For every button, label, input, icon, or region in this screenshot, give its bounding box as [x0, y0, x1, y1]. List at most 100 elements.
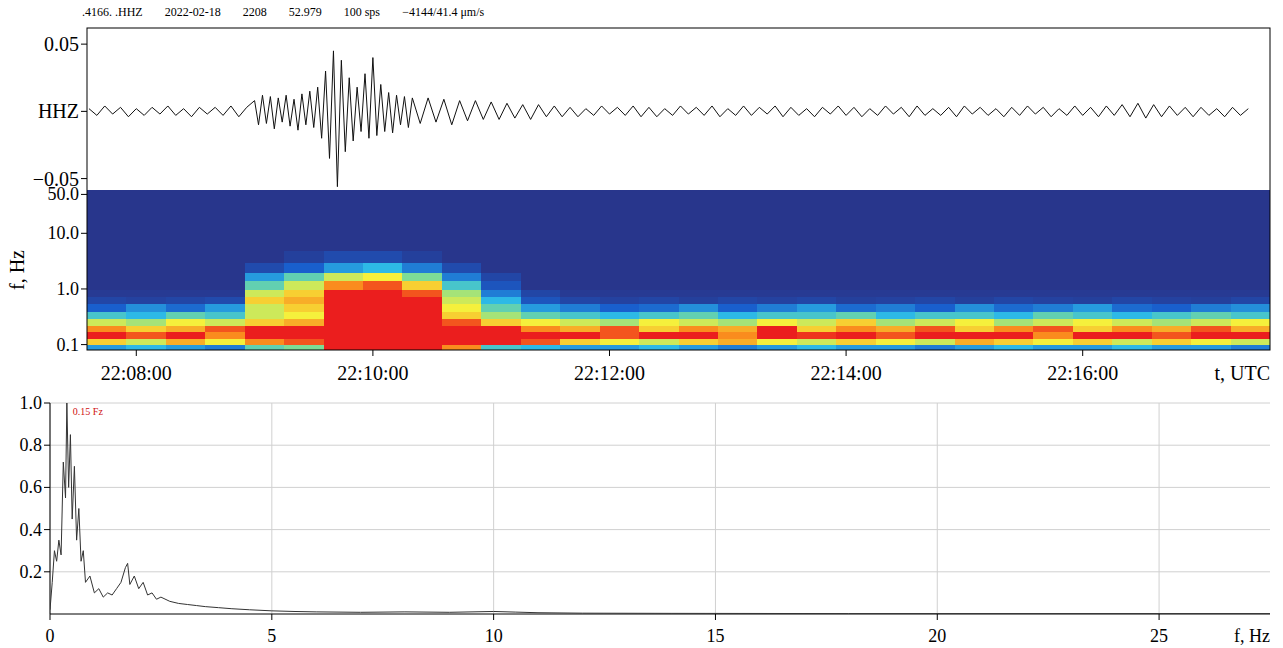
heat-cell [521, 338, 561, 345]
heat-cell [87, 190, 127, 251]
x-axis-title: t, UTC [1214, 362, 1270, 384]
heat-cell [442, 345, 482, 350]
heat-cell [679, 338, 719, 345]
heat-cell [1231, 338, 1270, 345]
grid-line [50, 529, 1270, 530]
heat-cell [1033, 303, 1073, 311]
grid-line [50, 571, 1270, 572]
heat-cell [402, 303, 442, 311]
heat-cell [481, 262, 521, 272]
x-tick-label: 5 [267, 626, 276, 646]
header-text: 52.979 [289, 5, 322, 19]
heat-cell [757, 262, 797, 272]
heat-cell [836, 345, 876, 350]
heat-cell [442, 281, 482, 290]
heat-cell [205, 281, 245, 290]
plot-area [87, 190, 1270, 350]
heat-cell [560, 190, 600, 251]
heat-cell [205, 332, 245, 339]
heat-cell [639, 262, 679, 272]
heat-cell [402, 281, 442, 290]
heat-cell [363, 303, 403, 311]
heat-cell [955, 272, 995, 281]
heat-cell [994, 250, 1034, 263]
heat-cell [1191, 272, 1231, 281]
heat-cell [205, 318, 245, 326]
heat-cell [402, 296, 442, 304]
heat-cell [245, 318, 285, 326]
heat-cell [521, 332, 561, 339]
heat-cell [126, 303, 166, 311]
heat-cell [560, 345, 600, 350]
heat-cell [1073, 296, 1113, 304]
heat-cell [284, 296, 324, 304]
heat-cell [442, 190, 482, 251]
heat-cell [915, 338, 955, 345]
heat-cell [284, 262, 324, 272]
heat-cell [205, 311, 245, 319]
heat-cell [639, 272, 679, 281]
heat-cell [1191, 250, 1231, 263]
heat-cell [87, 338, 127, 345]
heat-cell [205, 262, 245, 272]
heat-cell [1191, 190, 1231, 251]
grid-line [50, 403, 51, 614]
x-tick-label: 22:14:00 [811, 362, 882, 384]
heat-cell [442, 303, 482, 311]
heat-cell [363, 272, 403, 281]
heat-cell [600, 332, 640, 339]
heat-cell [363, 289, 403, 297]
heat-cell [442, 272, 482, 281]
heat-cell [402, 326, 442, 333]
heat-cell [836, 289, 876, 297]
heat-cell [1231, 289, 1270, 297]
heat-cell [1152, 332, 1192, 339]
heat-cell [442, 318, 482, 326]
heat-cell [994, 311, 1034, 319]
heat-cell [757, 281, 797, 290]
heat-cell [166, 250, 206, 263]
heat-cell [126, 296, 166, 304]
heat-cell [600, 281, 640, 290]
heat-cell [284, 326, 324, 333]
heat-cell [284, 289, 324, 297]
heat-cell [679, 332, 719, 339]
heat-cell [1033, 345, 1073, 350]
heat-cell [797, 272, 837, 281]
heat-cell [87, 272, 127, 281]
heat-cell [718, 303, 758, 311]
heat-cell [481, 311, 521, 319]
heat-cell [639, 338, 679, 345]
heat-cell [481, 326, 521, 333]
heat-cell [1152, 281, 1192, 290]
heat-cell [600, 289, 640, 297]
heat-cell [245, 272, 285, 281]
heat-cell [363, 190, 403, 251]
heat-cell [1231, 311, 1270, 319]
heat-cell [481, 281, 521, 290]
heat-cell [600, 272, 640, 281]
heat-cell [284, 190, 324, 251]
heat-cell [1033, 338, 1073, 345]
heat-cell [718, 281, 758, 290]
heat-cell [639, 345, 679, 350]
heat-cell [166, 318, 206, 326]
heat-cell [797, 303, 837, 311]
y-tick [81, 233, 87, 234]
heat-cell [205, 272, 245, 281]
data-line [50, 403, 1270, 614]
heat-cell [718, 289, 758, 297]
heat-cell [560, 250, 600, 263]
heat-cell [679, 345, 719, 350]
heat-cell [757, 296, 797, 304]
heat-cell [1231, 190, 1270, 251]
heat-cell [876, 303, 916, 311]
y-tick-label: 10.0 [48, 223, 80, 243]
heat-cell [955, 318, 995, 326]
heat-cell [521, 262, 561, 272]
heat-cell [718, 318, 758, 326]
heat-cell [324, 326, 364, 333]
heat-cell [324, 345, 364, 350]
heat-cell [836, 332, 876, 339]
heat-cell [324, 338, 364, 345]
